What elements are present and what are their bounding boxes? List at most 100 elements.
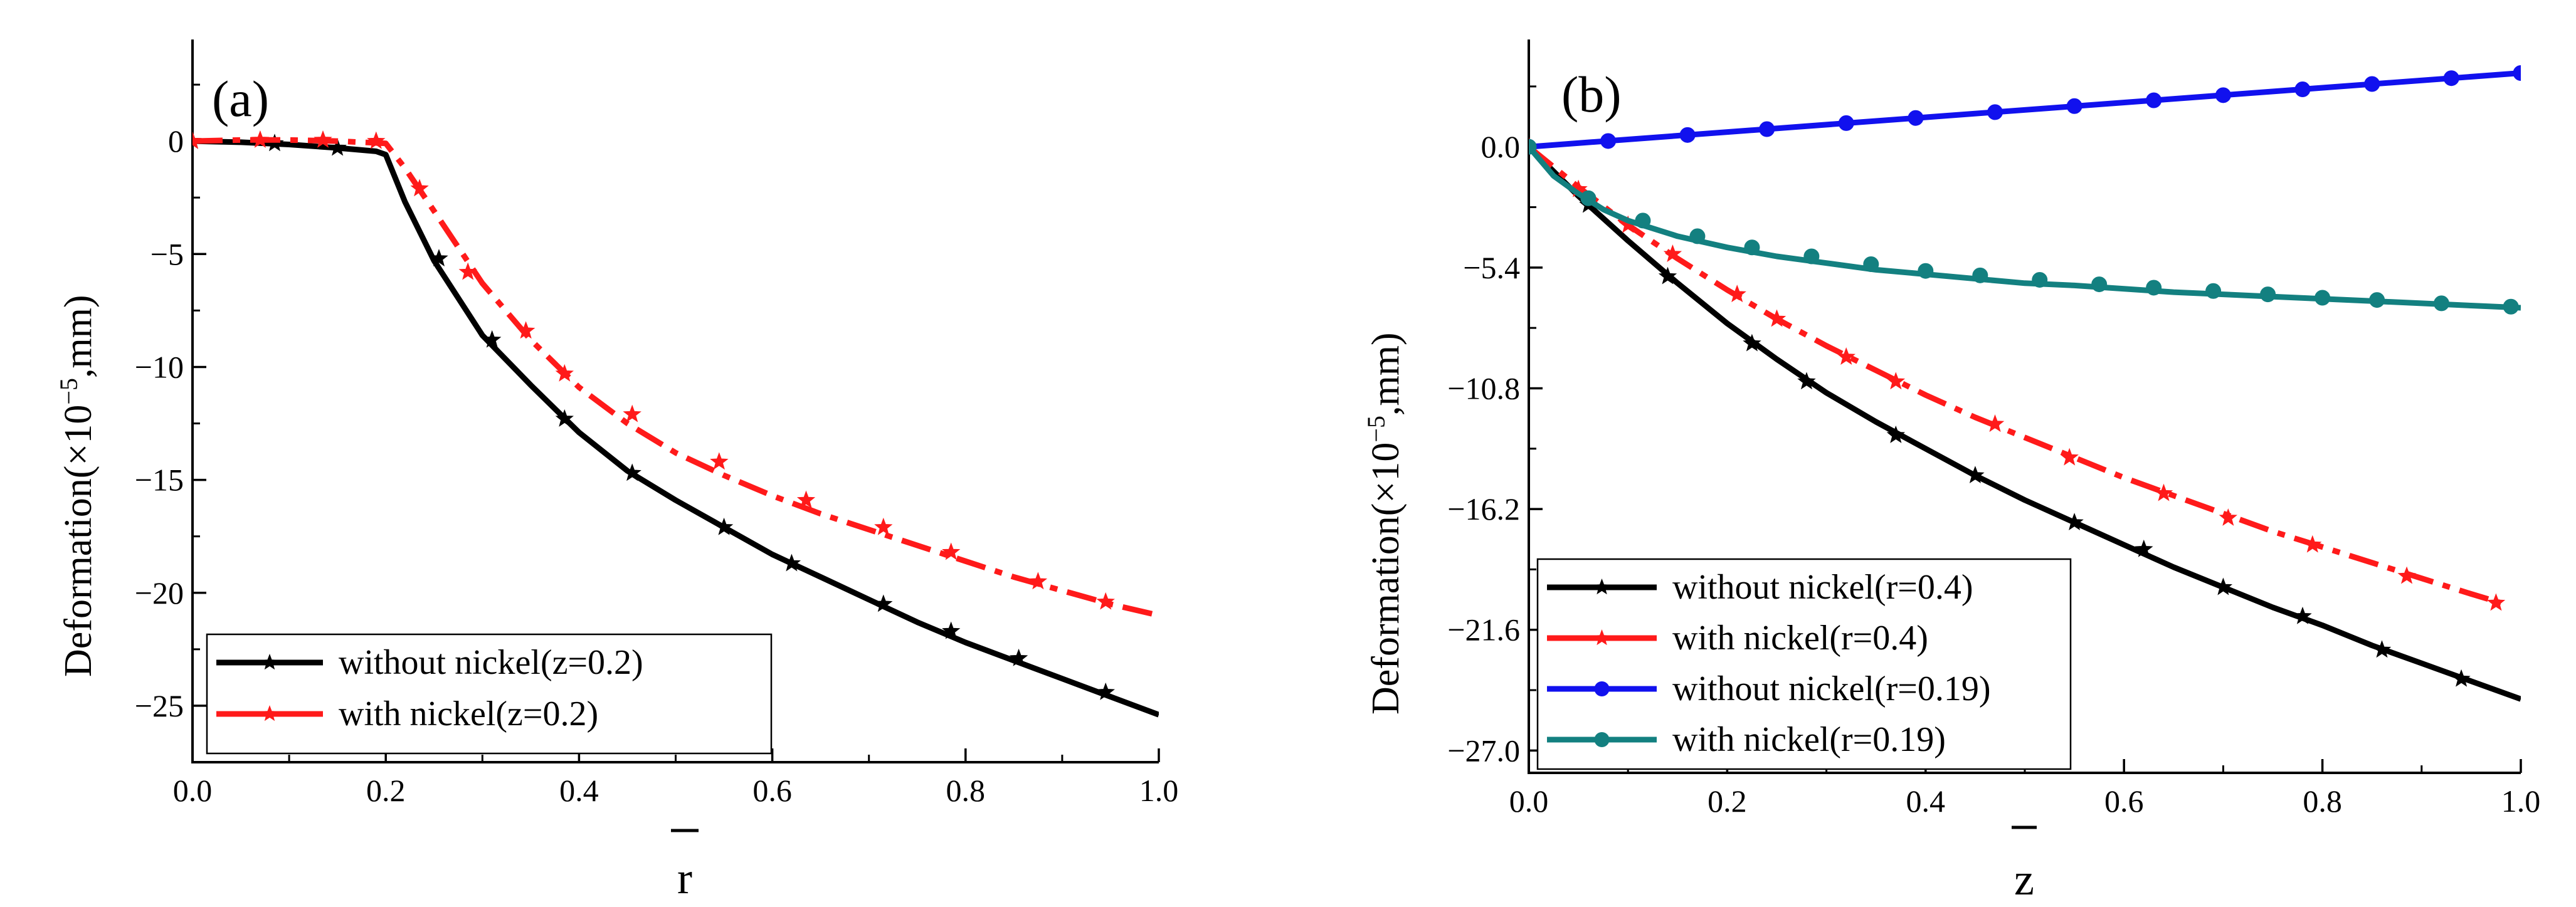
series-b-2 xyxy=(1529,65,2521,155)
legend-label-b-1: with nickel(r=0.4) xyxy=(1672,619,1928,658)
x-tick-label-a: 0.2 xyxy=(366,773,406,808)
data-point-a-1 xyxy=(458,262,477,280)
data-point-a-1 xyxy=(874,517,893,535)
data-point-b-3 xyxy=(2433,295,2449,312)
data-point-b-2 xyxy=(2215,87,2231,103)
x-tick-label-b: 0.2 xyxy=(1708,784,1747,819)
series-a-1 xyxy=(193,130,1159,619)
series-b-1 xyxy=(1529,137,2506,611)
data-point-a-0 xyxy=(1009,648,1028,666)
data-point-b-0 xyxy=(2065,513,2084,530)
legend-marker-b-2 xyxy=(1594,681,1610,696)
panel-label-b: (b) xyxy=(1561,66,1622,123)
data-point-b-0 xyxy=(2293,606,2312,624)
data-point-b-2 xyxy=(1600,133,1617,149)
x-axis-label-a: r xyxy=(677,853,692,903)
legend-marker-b-3 xyxy=(1594,732,1610,747)
data-point-b-1 xyxy=(2060,448,2079,466)
y-tick-label-b: −21.6 xyxy=(1447,612,1520,647)
y-tick-label-a: −15 xyxy=(135,463,184,498)
x-axis-label-b: z xyxy=(2014,854,2034,904)
y-axis-label-a: Deformation(×10−5,mm) xyxy=(55,295,100,677)
data-point-b-2 xyxy=(1987,104,2003,120)
data-point-a-0 xyxy=(714,517,734,535)
y-tick-label-a: 0 xyxy=(168,123,184,159)
data-point-b-1 xyxy=(2154,483,2173,501)
series-line-a-1 xyxy=(193,137,1159,619)
data-point-b-0 xyxy=(1743,333,1761,352)
data-point-b-3 xyxy=(1863,256,1879,272)
legend-label-a-1: with nickel(z=0.2) xyxy=(339,695,598,733)
data-point-a-0 xyxy=(430,249,448,266)
y-tick-label-a: −10 xyxy=(135,349,184,384)
x-tick-label-a: 0.4 xyxy=(559,773,599,808)
data-point-b-3 xyxy=(1635,212,1651,229)
data-point-b-0 xyxy=(2135,539,2153,557)
data-point-b-0 xyxy=(2372,640,2392,658)
legend-b: without nickel(r=0.4) with nickel(r=0.4) w… xyxy=(1536,558,2072,770)
x-tick-label-b: 0.8 xyxy=(2303,784,2342,819)
y-tick-label-a: −20 xyxy=(135,575,184,611)
data-point-b-0 xyxy=(2214,577,2233,595)
legend-marker-b-0 xyxy=(1593,579,1610,595)
data-point-a-1 xyxy=(516,321,536,339)
data-point-b-2 xyxy=(2513,65,2521,81)
data-point-b-3 xyxy=(2369,292,2385,308)
x-tick-label-a: 0.6 xyxy=(752,773,792,808)
series-line-b-0 xyxy=(1529,145,2521,702)
data-point-b-3 xyxy=(2260,286,2276,303)
data-point-a-1 xyxy=(796,490,816,508)
data-point-b-2 xyxy=(2364,76,2380,92)
data-point-b-1 xyxy=(2397,566,2416,584)
data-point-b-2 xyxy=(1679,127,1696,143)
data-point-a-0 xyxy=(555,409,574,427)
panel-label-a: (a) xyxy=(212,70,269,127)
chart-panel-a: (a) Deformation(×10−5,mm) r 0.0 0.2 0.4 0.6… xyxy=(55,39,1178,903)
legend-box-b xyxy=(1536,558,2072,770)
legend-box-a xyxy=(206,633,773,755)
data-point-b-1 xyxy=(1837,347,1855,365)
data-point-a-1 xyxy=(367,131,386,149)
data-point-b-0 xyxy=(1966,466,1985,484)
data-point-a-1 xyxy=(314,130,332,148)
data-point-b-2 xyxy=(1838,115,1854,131)
data-point-a-0 xyxy=(874,594,893,612)
y-tick-label-b: −16.2 xyxy=(1447,491,1520,527)
x-tick-label-b: 0.6 xyxy=(2104,784,2144,819)
data-point-a-1 xyxy=(555,364,574,382)
data-point-a-1 xyxy=(1028,572,1048,590)
data-point-b-0 xyxy=(1658,266,1677,285)
legend-label-b-0: without nickel(r=0.4) xyxy=(1672,568,1973,607)
data-point-b-3 xyxy=(2091,276,2108,293)
data-point-a-0 xyxy=(782,553,801,572)
data-point-b-3 xyxy=(1972,267,1988,283)
data-point-a-1 xyxy=(410,179,429,197)
data-point-b-3 xyxy=(2146,280,2162,296)
data-point-a-0 xyxy=(942,621,961,639)
y-axis-label-b: Deformation(×10−5,mm) xyxy=(1362,332,1407,715)
data-point-b-1 xyxy=(2486,593,2506,611)
y-tick-label-b: 0.0 xyxy=(1481,129,1521,164)
y-tick-label-b: −27.0 xyxy=(1447,733,1520,768)
data-point-a-1 xyxy=(193,131,202,149)
data-point-b-2 xyxy=(1908,110,1924,126)
x-tick-label-b: 0.0 xyxy=(1509,784,1549,819)
data-point-a-0 xyxy=(328,138,347,156)
series-b-0 xyxy=(1529,137,2521,702)
x-tick-label-b: 1.0 xyxy=(2501,784,2541,819)
x-tick-label-a: 0.8 xyxy=(946,773,986,808)
data-point-b-0 xyxy=(1797,372,1816,390)
y-tick-label-a: −25 xyxy=(135,688,184,723)
y-tick-label-b: −5.4 xyxy=(1463,250,1520,285)
data-point-a-0 xyxy=(1096,682,1115,700)
data-point-b-3 xyxy=(1918,263,1934,279)
data-point-a-1 xyxy=(710,452,729,470)
data-point-b-3 xyxy=(1803,248,1820,265)
y-tick-label-a: −5 xyxy=(150,236,184,271)
x-tick-label-a: 0.0 xyxy=(173,773,213,808)
data-point-b-2 xyxy=(2066,98,2082,114)
data-point-b-2 xyxy=(2294,81,2311,98)
data-point-a-1 xyxy=(251,130,270,148)
legend-a: without nickel(z=0.2) with nickel(z=0.2) xyxy=(206,633,773,755)
